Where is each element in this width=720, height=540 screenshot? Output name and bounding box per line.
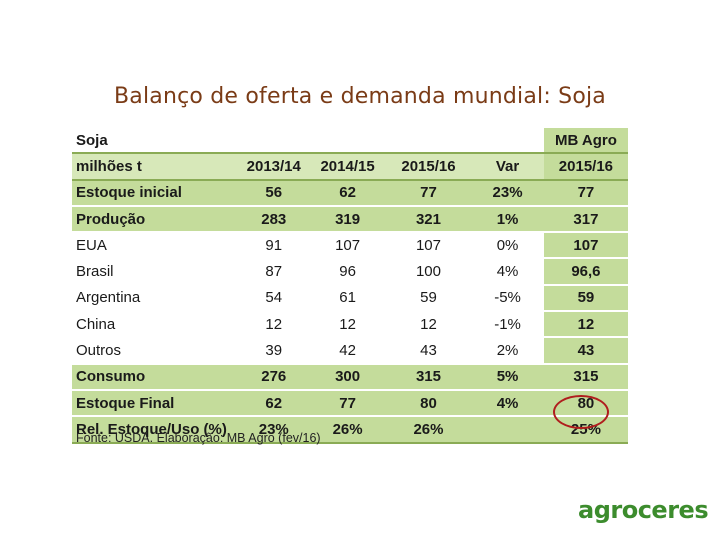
table-cell: 107 <box>309 232 386 260</box>
table-cell: 23% <box>238 416 310 444</box>
table-cell: 96 <box>309 258 386 286</box>
table-cell: 283 <box>238 205 310 234</box>
table-cell: 87 <box>238 258 310 286</box>
header-cell: milhões t <box>72 153 239 181</box>
table-cell: 100 <box>385 258 472 286</box>
table-cell: 5% <box>471 363 544 391</box>
table-row: China 12 12 12 -1% 12 <box>72 311 628 339</box>
table-header-row-1: Soja MB Agro <box>72 128 628 155</box>
header-cell: 2013/14 <box>238 153 310 181</box>
table-cell: 43 <box>543 337 628 365</box>
row-label: EUA <box>72 232 239 260</box>
table-row: Estoque inicial 56 62 77 23% 77 <box>72 179 628 207</box>
row-label: Argentina <box>72 284 239 313</box>
table-cell: 276 <box>238 363 310 391</box>
table-cell: 42 <box>309 337 386 365</box>
table-cell: 54 <box>238 284 310 313</box>
table-cell: 62 <box>238 389 310 418</box>
header-cell <box>471 128 544 155</box>
table-cell: 12 <box>543 311 628 339</box>
table-cell: 107 <box>385 232 472 260</box>
row-label: Produção <box>72 205 239 234</box>
table-cell: 300 <box>309 363 386 391</box>
table-cell: 91 <box>238 232 310 260</box>
header-cell <box>309 128 386 155</box>
header-cell <box>385 128 472 155</box>
row-label: China <box>72 311 239 339</box>
table-cell: 43 <box>385 337 472 365</box>
table-cell <box>471 416 544 444</box>
row-label: Outros <box>72 337 239 365</box>
header-cell: Var <box>471 153 544 181</box>
table-cell: 77 <box>309 389 386 418</box>
table-cell: 59 <box>543 284 628 313</box>
table-header-row-2: milhões t 2013/14 2014/15 2015/16 Var 20… <box>72 153 628 181</box>
table-cell: 4% <box>471 389 544 418</box>
table-cell: 96,6 <box>543 258 628 286</box>
table-cell: 319 <box>309 205 386 234</box>
table-cell: -5% <box>471 284 544 313</box>
table-row: Argentina 54 61 59 -5% 59 <box>72 284 628 313</box>
table-cell: 107 <box>543 232 628 260</box>
supply-demand-table: Soja MB Agro milhões t 2013/14 2014/15 2… <box>72 128 628 444</box>
table-row: Brasil 87 96 100 4% 96,6 <box>72 258 628 286</box>
table-row: Estoque Final 62 77 80 4% 80 <box>72 389 628 418</box>
row-label: Rel. Estoque/Uso (%) <box>72 416 239 444</box>
row-label: Consumo <box>72 363 239 391</box>
table-cell: 39 <box>238 337 310 365</box>
table-cell: 12 <box>238 311 310 339</box>
table-cell: 315 <box>385 363 472 391</box>
header-cell: 2015/16 <box>543 153 628 181</box>
header-cell: 2014/15 <box>309 153 386 181</box>
table-row: Consumo 276 300 315 5% 315 <box>72 363 628 391</box>
table-cell: 80 <box>385 389 472 418</box>
row-label: Brasil <box>72 258 239 286</box>
table-cell: 26% <box>385 416 472 444</box>
table-cell: 56 <box>238 179 310 207</box>
row-label: Estoque inicial <box>72 179 239 207</box>
table-cell: 4% <box>471 258 544 286</box>
header-cell <box>238 128 310 155</box>
table-cell: 0% <box>471 232 544 260</box>
table-cell: 12 <box>309 311 386 339</box>
table-row: Outros 39 42 43 2% 43 <box>72 337 628 365</box>
table-cell: 12 <box>385 311 472 339</box>
table-cell: 2% <box>471 337 544 365</box>
table-cell: 23% <box>471 179 544 207</box>
agroceres-logo: agroceres <box>578 496 709 524</box>
table-cell: 317 <box>543 205 628 234</box>
table-cell: 62 <box>309 179 386 207</box>
table-row: EUA 91 107 107 0% 107 <box>72 232 628 260</box>
highlight-circle <box>553 395 609 429</box>
table-row: Rel. Estoque/Uso (%) 23% 26% 26% 25% <box>72 416 628 444</box>
source-note: Fonte: USDA. Elaboração: MB Agro (fev/16… <box>76 431 321 445</box>
table-cell: 26% <box>309 416 386 444</box>
table-cell: 61 <box>309 284 386 313</box>
table-cell: 321 <box>385 205 472 234</box>
table-cell: 59 <box>385 284 472 313</box>
table-cell: -1% <box>471 311 544 339</box>
table-cell: 77 <box>385 179 472 207</box>
row-label: Estoque Final <box>72 389 239 418</box>
header-cell: 2015/16 <box>385 153 472 181</box>
table-cell: 315 <box>543 363 628 391</box>
slide-title: Balanço de oferta e demanda mundial: Soj… <box>114 84 606 109</box>
header-cell: Soja <box>72 128 239 155</box>
table-row: Produção 283 319 321 1% 317 <box>72 205 628 234</box>
table-cell: 1% <box>471 205 544 234</box>
table-cell: 77 <box>543 179 628 207</box>
header-cell: MB Agro <box>543 128 628 155</box>
